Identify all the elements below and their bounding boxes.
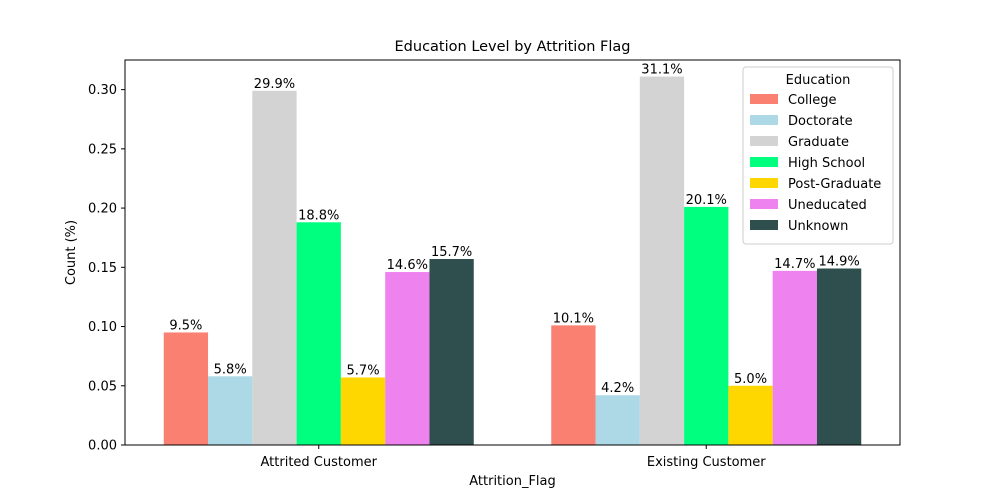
data-label: 15.7% bbox=[431, 245, 472, 260]
y-tick-label: 0.30 bbox=[88, 83, 117, 98]
bar-doctorate-0 bbox=[208, 376, 253, 445]
y-tick-label: 0.10 bbox=[88, 320, 117, 335]
data-label: 5.7% bbox=[347, 363, 380, 378]
bar-college-1 bbox=[551, 325, 596, 445]
x-tick-label: Attrited Customer bbox=[261, 455, 378, 470]
bar-post-graduate-1 bbox=[728, 385, 773, 445]
legend-swatch bbox=[750, 220, 778, 230]
legend-swatch bbox=[750, 115, 778, 125]
legend-swatch bbox=[750, 199, 778, 209]
y-tick-label: 0.25 bbox=[88, 142, 117, 157]
y-tick-label: 0.20 bbox=[88, 202, 117, 217]
legend-swatch bbox=[750, 94, 778, 104]
bar-uneducated-1 bbox=[772, 270, 817, 445]
bars-layer bbox=[163, 76, 862, 446]
bar-unknown-0 bbox=[429, 259, 474, 445]
legend-box bbox=[742, 66, 894, 245]
bar-uneducated-0 bbox=[385, 272, 430, 445]
data-label: 20.1% bbox=[686, 193, 727, 208]
y-axis-label: Count (%) bbox=[64, 220, 79, 285]
bar-graduate-0 bbox=[252, 90, 297, 446]
x-axis-label: Attrition_Flag bbox=[469, 474, 556, 489]
legend-swatch bbox=[750, 178, 778, 188]
chart-title: Education Level by Attrition Flag bbox=[395, 39, 631, 55]
y-tick-label: 0.15 bbox=[88, 261, 117, 276]
bar-graduate-1 bbox=[639, 76, 685, 445]
legend-swatch bbox=[750, 157, 778, 167]
legend-entry-label: Uneducated bbox=[788, 198, 867, 213]
data-label: 14.6% bbox=[387, 258, 428, 273]
bar-high-school-1 bbox=[684, 206, 729, 445]
legend-entry-label: Doctorate bbox=[788, 114, 853, 129]
legend-entry-label: College bbox=[788, 93, 837, 108]
legend: Education College Doctorate Graduate High Sc… bbox=[742, 66, 894, 245]
data-label: 9.5% bbox=[169, 318, 202, 333]
data-label: 14.7% bbox=[774, 257, 815, 272]
axes-layer: 0.00 0.05 0.10 0.15 0.20 0.25 0.30 Attrited Cus… bbox=[88, 59, 901, 470]
bar-high-school-0 bbox=[296, 222, 341, 445]
data-label: 4.2% bbox=[601, 381, 634, 396]
bar-doctorate-1 bbox=[595, 395, 640, 445]
y-tick-label: 0.05 bbox=[88, 379, 117, 394]
data-label: 14.9% bbox=[818, 254, 859, 269]
y-tick-label: 0.00 bbox=[88, 439, 117, 454]
bar-post-graduate-0 bbox=[340, 377, 386, 445]
legend-entry-label: Post-Graduate bbox=[788, 177, 881, 192]
data-label: 18.8% bbox=[298, 208, 339, 223]
bar-unknown-1 bbox=[816, 268, 862, 445]
data-labels-layer: 9.5% 10.1% 5.8% 4.2% 29.9% 31.1% 18.8% 20.1% 5.7… bbox=[169, 63, 859, 397]
plot-frame bbox=[124, 59, 901, 446]
data-label: 5.0% bbox=[734, 372, 767, 387]
legend-title: Education bbox=[786, 73, 851, 88]
legend-entry-label: Unknown bbox=[788, 219, 848, 234]
data-label: 31.1% bbox=[641, 63, 682, 78]
data-label: 5.8% bbox=[214, 362, 247, 377]
legend-entry-label: Graduate bbox=[788, 135, 849, 150]
data-label: 29.9% bbox=[254, 77, 295, 92]
legend-entry-label: High School bbox=[788, 156, 865, 171]
data-label: 10.1% bbox=[553, 311, 594, 326]
x-tick-label: Existing Customer bbox=[647, 455, 766, 470]
legend-swatch bbox=[750, 136, 778, 146]
bar-college-0 bbox=[163, 332, 209, 445]
